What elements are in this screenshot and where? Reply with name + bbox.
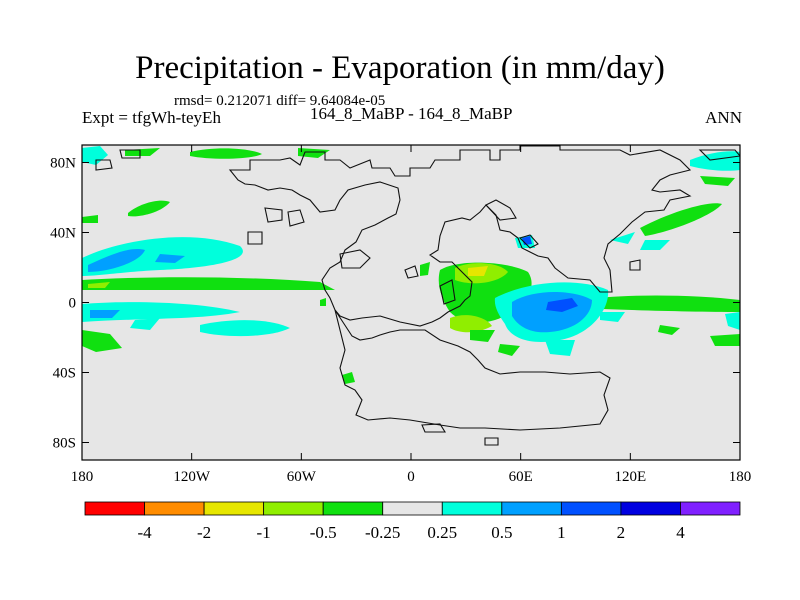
contour-neg-mid: [450, 315, 492, 333]
continent-outline: [228, 145, 692, 327]
continent-outline: [247, 231, 263, 245]
colorbar-label: -4: [137, 523, 152, 542]
continent-outlines: [95, 145, 740, 446]
contour-pos-small: [545, 340, 575, 356]
x-tick-label: 0: [407, 469, 415, 485]
colorbar-swatch: [263, 501, 324, 516]
contour-pos-mid: [155, 254, 185, 263]
continent-outline: [404, 265, 419, 279]
contour-neg-small: [700, 176, 735, 186]
contour-neg-small: [190, 148, 262, 159]
contour-fills: [82, 146, 740, 384]
colorbar-label: -1: [257, 523, 271, 542]
continent-outline: [485, 199, 517, 221]
contour-neg-small: [658, 325, 680, 335]
contour-neg-large: [468, 266, 488, 276]
colorbar-swatch: [560, 501, 622, 516]
colorbar-label: 4: [676, 523, 685, 542]
contour-pos-small: [82, 302, 240, 322]
colorbar: -4 -2 -1 -0.5 -0.25 0.25 0.5 1 2 4: [84, 501, 741, 542]
colorbar-swatch: [680, 501, 741, 516]
contour-neg-small: [710, 334, 740, 346]
colorbar-label: 0.25: [427, 523, 457, 542]
colorbar-swatch: [144, 501, 205, 516]
x-tick-label: 120E: [614, 469, 646, 485]
contour-pos-small: [200, 320, 290, 337]
continent-outline: [334, 309, 611, 431]
y-tick-label: 80S: [53, 436, 76, 452]
x-tick-label: 120W: [173, 469, 211, 485]
contour-neg-small: [320, 298, 326, 306]
y-tick-label: 40N: [50, 226, 76, 242]
y-tick-label: 40S: [53, 366, 76, 382]
continent-outline: [95, 159, 113, 171]
colorbar-swatch: [322, 501, 384, 516]
colorbar-swatch: [620, 501, 681, 516]
x-tick-label: 60W: [287, 469, 317, 485]
colorbar-label: -0.5: [310, 523, 337, 542]
contour-pos-small: [690, 151, 740, 171]
continent-outline: [119, 149, 141, 159]
colorbar-swatch: [382, 501, 443, 516]
colorbar-swatch: [441, 501, 503, 516]
contour-pos-small: [725, 312, 740, 330]
x-tick-label: 180: [729, 469, 752, 485]
chart-subtitle: rmsd= 0.212071 diff= 9.64084e-05: [174, 93, 386, 109]
season-label: ANN: [705, 108, 742, 127]
colorbar-label: 1: [557, 523, 566, 542]
contour-neg-mid: [88, 282, 110, 288]
colorbar-swatch: [203, 501, 265, 516]
contour-pos-small: [130, 318, 160, 330]
contour-pos-large: [546, 298, 578, 312]
y-tick-label: 0: [69, 296, 77, 312]
contour-neg-small: [82, 215, 98, 223]
contour-neg-small: [498, 344, 520, 356]
contour-pos-small: [640, 240, 670, 250]
x-tick-label: 180: [71, 469, 94, 485]
continent-outline: [421, 423, 446, 433]
contour-neg-small: [470, 330, 495, 342]
colorbar-label: 0.5: [491, 523, 512, 542]
continent-outline: [484, 437, 499, 446]
contour-neg-small: [82, 330, 122, 352]
colorbar-swatch: [84, 501, 145, 516]
colorbar-label: 2: [617, 523, 626, 542]
contour-neg-small: [128, 200, 170, 217]
contour-neg-small: [420, 262, 430, 276]
continent-outline: [629, 259, 641, 271]
contour-pos-mid: [90, 310, 120, 318]
x-tick-label: 60E: [509, 469, 533, 485]
colorbar-swatch: [501, 501, 562, 516]
contour-neg-small: [580, 295, 740, 312]
contour-neg-small: [342, 372, 355, 384]
contour-pos-mid: [88, 249, 145, 272]
experiment-label: Expt = tfgWh-teyEh: [82, 108, 221, 127]
contour-pos-small: [600, 312, 625, 322]
chart-title: Precipitation - Evaporation (in mm/day): [135, 50, 665, 86]
continent-outline: [439, 279, 456, 305]
colorbar-label: -2: [197, 523, 211, 542]
contour-pos-small: [610, 232, 635, 244]
continent-outline: [264, 207, 283, 223]
x-axis: 180 120W 60W 0 60E 120E 180: [71, 145, 752, 485]
continent-outline: [287, 209, 305, 227]
contour-neg-small: [82, 277, 335, 290]
continent-outline: [339, 249, 371, 269]
contour-neg-small: [640, 203, 722, 236]
y-tick-label: 80N: [50, 156, 76, 172]
continent-outline: [698, 149, 740, 161]
contour-neg-small: [298, 148, 330, 158]
y-axis: 80N 40N 0 40S 80S: [50, 156, 740, 452]
case-label: 164_8_MaBP - 164_8_MaBP: [310, 104, 513, 123]
colorbar-label: -0.25: [365, 523, 400, 542]
continent-outline: [518, 234, 539, 249]
